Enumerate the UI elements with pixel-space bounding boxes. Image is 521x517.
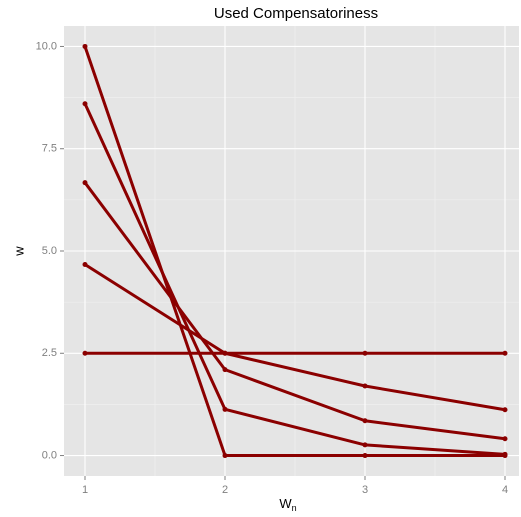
x-tick-label: 2 <box>222 484 228 496</box>
point <box>362 383 368 389</box>
point <box>222 350 228 356</box>
y-tick-label: 0.0 <box>42 449 57 461</box>
point <box>82 43 88 49</box>
x-tick-label: 4 <box>502 484 508 496</box>
y-tick-label: 10.0 <box>36 40 57 52</box>
x-tick-label: 1 <box>82 484 88 496</box>
y-tick-label: 2.5 <box>42 347 57 359</box>
point <box>362 350 368 356</box>
point <box>222 453 228 459</box>
y-tick-label: 7.5 <box>42 143 57 155</box>
y-tick-label: 5.0 <box>42 245 57 257</box>
point <box>502 451 508 457</box>
point <box>362 442 368 448</box>
point <box>362 453 368 459</box>
series-line <box>83 45 505 458</box>
y-axis-label: w <box>11 246 26 257</box>
point <box>222 367 228 373</box>
series-line <box>83 181 506 441</box>
series-line <box>84 263 506 412</box>
x-label-main: W <box>279 496 292 511</box>
point <box>82 101 88 107</box>
point <box>502 350 508 356</box>
point <box>82 262 88 267</box>
x-label-subscript: n <box>292 503 297 513</box>
series-line <box>83 103 506 456</box>
chart-title: Used Compensatoriness <box>214 5 378 22</box>
point <box>502 436 508 442</box>
point <box>222 406 228 412</box>
point <box>82 180 88 186</box>
point <box>502 407 508 413</box>
point <box>82 350 88 356</box>
x-axis-label: Wn <box>279 496 296 513</box>
point <box>362 418 368 424</box>
x-tick-label: 3 <box>362 484 368 496</box>
